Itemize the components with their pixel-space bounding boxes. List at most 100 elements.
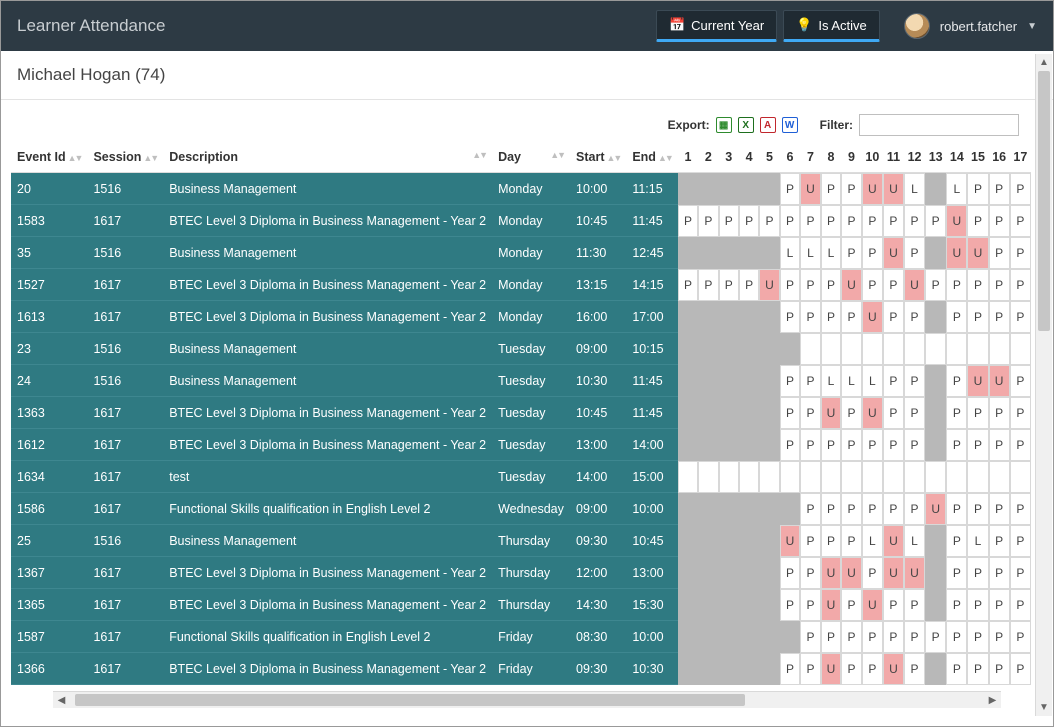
attendance-cell: P — [967, 653, 988, 685]
attendance-cell: P — [800, 269, 821, 301]
attendance-cell: P — [780, 429, 801, 461]
table-row[interactable]: 13631617BTEC Level 3 Diploma in Business… — [11, 397, 1031, 429]
hscroll-thumb[interactable] — [75, 694, 745, 706]
attendance-cell: P — [946, 493, 967, 525]
scroll-left-icon[interactable]: ◀ — [53, 692, 70, 709]
table-row[interactable]: 241516Business ManagementTuesday10:3011:… — [11, 365, 1031, 397]
table-row[interactable]: 13661617BTEC Level 3 Diploma in Business… — [11, 653, 1031, 685]
col-week-6[interactable]: 6 — [780, 142, 801, 173]
attendance-cell: P — [883, 589, 904, 621]
table-row[interactable]: 16121617BTEC Level 3 Diploma in Business… — [11, 429, 1031, 461]
col-day[interactable]: Day▲▼ — [492, 142, 570, 173]
attendance-cell: L — [904, 525, 925, 557]
export-excel-icon[interactable]: X — [738, 117, 754, 133]
attendance-cell: P — [967, 589, 988, 621]
attendance-cell — [883, 461, 904, 493]
attendance-cell — [862, 461, 883, 493]
topbar: Learner Attendance 📅 Current Year 💡 Is A… — [1, 1, 1053, 51]
cell-start: 11:30 — [570, 237, 626, 269]
col-week-5[interactable]: 5 — [759, 142, 780, 173]
table-row[interactable]: 13671617BTEC Level 3 Diploma in Business… — [11, 557, 1031, 589]
user-menu[interactable]: robert.fatcher ▼ — [904, 13, 1037, 39]
horizontal-scrollbar[interactable]: ◀ ▶ — [53, 691, 1001, 708]
attendance-cell: P — [904, 237, 925, 269]
col-end[interactable]: End▲▼ — [626, 142, 677, 173]
cell-day: Friday — [492, 653, 570, 685]
table-row[interactable]: 15861617Functional Skills qualification … — [11, 493, 1031, 525]
col-week-11[interactable]: 11 — [883, 142, 904, 173]
table-row[interactable]: 16341617testTuesday14:0015:00 — [11, 461, 1031, 493]
col-week-9[interactable]: 9 — [841, 142, 862, 173]
table-row[interactable]: 16131617BTEC Level 3 Diploma in Business… — [11, 301, 1031, 333]
attendance-cell — [925, 429, 946, 461]
cell-start: 13:00 — [570, 429, 626, 461]
col-week-16[interactable]: 16 — [989, 142, 1010, 173]
attendance-cell — [739, 653, 759, 685]
filter-input[interactable] — [859, 114, 1019, 136]
attendance-cell: U — [946, 237, 967, 269]
cell-description: Business Management — [163, 173, 492, 205]
attendance-cell: P — [1010, 269, 1031, 301]
table-row[interactable]: 201516Business ManagementMonday10:0011:1… — [11, 173, 1031, 205]
attendance-cell: U — [883, 653, 904, 685]
col-week-13[interactable]: 13 — [925, 142, 946, 173]
col-description[interactable]: Description▲▼ — [163, 142, 492, 173]
table-row[interactable]: 15831617BTEC Level 3 Diploma in Business… — [11, 205, 1031, 237]
cell-description: Business Management — [163, 333, 492, 365]
table-row[interactable]: 351516Business ManagementMonday11:3012:4… — [11, 237, 1031, 269]
table-row[interactable]: 251516Business ManagementThursday09:3010… — [11, 525, 1031, 557]
table-row[interactable]: 231516Business ManagementTuesday09:0010:… — [11, 333, 1031, 365]
col-week-2[interactable]: 2 — [698, 142, 718, 173]
col-week-17[interactable]: 17 — [1010, 142, 1031, 173]
attendance-cell — [698, 237, 718, 269]
attendance-cell: P — [821, 493, 842, 525]
attendance-cell: P — [780, 365, 801, 397]
attendance-cell: P — [946, 301, 967, 333]
col-week-14[interactable]: 14 — [946, 142, 967, 173]
vertical-scrollbar[interactable]: ▲ ▼ — [1035, 54, 1052, 716]
attendance-cell — [739, 173, 759, 205]
current-year-button[interactable]: 📅 Current Year — [656, 10, 777, 42]
attendance-cell — [967, 461, 988, 493]
col-week-1[interactable]: 1 — [678, 142, 698, 173]
content-panel: Export: ▦ X A W Filter: Event Id▲▼Sessio… — [11, 104, 1031, 716]
cell-session: 1617 — [87, 589, 163, 621]
col-start[interactable]: Start▲▼ — [570, 142, 626, 173]
attendance-cell: P — [759, 205, 780, 237]
attendance-cell: P — [841, 493, 862, 525]
cell-day: Tuesday — [492, 397, 570, 429]
col-week-12[interactable]: 12 — [904, 142, 925, 173]
attendance-cell: P — [780, 653, 801, 685]
attendance-grid: Event Id▲▼Session▲▼Description▲▼Day▲▼Sta… — [11, 142, 1031, 685]
attendance-cell — [739, 525, 759, 557]
attendance-cell: P — [967, 621, 988, 653]
table-row[interactable]: 15271617BTEC Level 3 Diploma in Business… — [11, 269, 1031, 301]
col-week-8[interactable]: 8 — [821, 142, 842, 173]
table-row[interactable]: 13651617BTEC Level 3 Diploma in Business… — [11, 589, 1031, 621]
col-week-3[interactable]: 3 — [719, 142, 739, 173]
attendance-cell: P — [989, 621, 1010, 653]
attendance-cell — [719, 333, 739, 365]
table-row[interactable]: 15871617Functional Skills qualification … — [11, 621, 1031, 653]
col-week-7[interactable]: 7 — [800, 142, 821, 173]
cell-end: 10:30 — [626, 653, 677, 685]
col-week-15[interactable]: 15 — [967, 142, 988, 173]
scroll-up-icon[interactable]: ▲ — [1036, 54, 1052, 71]
export-word-icon[interactable]: W — [782, 117, 798, 133]
attendance-cell — [719, 461, 739, 493]
col-event-id[interactable]: Event Id▲▼ — [11, 142, 87, 173]
cell-description: BTEC Level 3 Diploma in Business Managem… — [163, 429, 492, 461]
scroll-right-icon[interactable]: ▶ — [984, 692, 1001, 709]
export-pdf-icon[interactable]: A — [760, 117, 776, 133]
attendance-cell: P — [989, 429, 1010, 461]
col-session[interactable]: Session▲▼ — [87, 142, 163, 173]
attendance-cell: P — [883, 269, 904, 301]
col-week-10[interactable]: 10 — [862, 142, 883, 173]
scroll-down-icon[interactable]: ▼ — [1036, 699, 1052, 716]
vscroll-thumb[interactable] — [1038, 71, 1050, 331]
col-week-4[interactable]: 4 — [739, 142, 759, 173]
export-csv-icon[interactable]: ▦ — [716, 117, 732, 133]
attendance-cell: P — [821, 429, 842, 461]
is-active-button[interactable]: 💡 Is Active — [783, 10, 880, 42]
cell-end: 15:00 — [626, 461, 677, 493]
